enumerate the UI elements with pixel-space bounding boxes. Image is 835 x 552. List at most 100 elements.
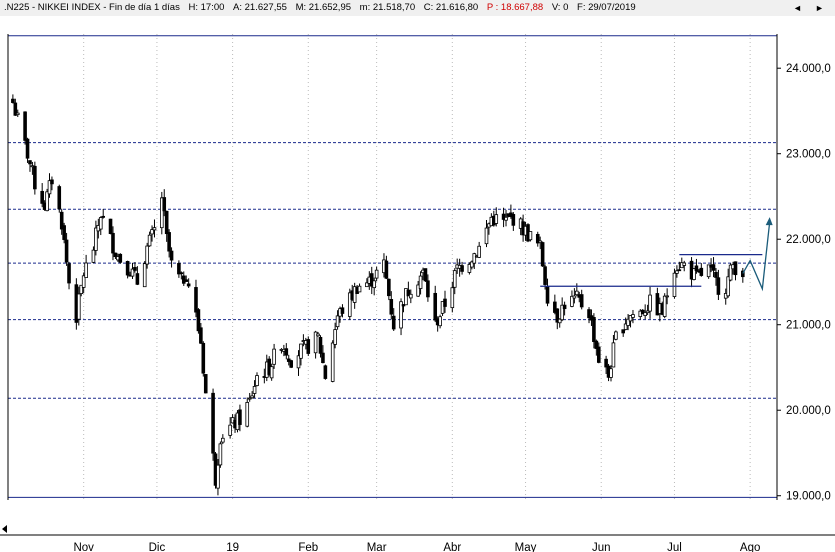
candle-body (631, 314, 635, 318)
candle-body (67, 263, 71, 284)
candle-body (426, 280, 430, 298)
scroll-marker-icon[interactable] (2, 525, 7, 533)
candle-body (64, 239, 69, 263)
open-value: A: 21.627,55 (233, 2, 287, 13)
candle-body (169, 250, 174, 261)
candle-body (511, 214, 516, 226)
candle-body (699, 267, 704, 276)
candle-body (84, 262, 88, 278)
candle-body (335, 315, 340, 328)
candle-body (501, 213, 506, 220)
candle-body (572, 295, 577, 299)
candle-body (570, 295, 574, 307)
period-value: P : 18.667,88 (486, 2, 544, 13)
candle-body (716, 277, 721, 295)
candle-body (672, 272, 677, 297)
projection-arrow-icon (765, 217, 773, 226)
candle-body (472, 253, 477, 264)
candle-body (159, 197, 164, 229)
candle-body (648, 294, 652, 312)
candle-body (45, 191, 49, 212)
candle-body (147, 234, 152, 247)
candle-body (543, 266, 547, 285)
candle-body (81, 275, 86, 288)
candle-body (221, 437, 225, 443)
x-tick-label: Dic (149, 542, 166, 552)
candle-body (352, 286, 357, 303)
candle-body (111, 232, 115, 254)
candle-body (167, 232, 171, 252)
candle-body (318, 336, 323, 354)
date-value: F: 29/07/2019 (577, 2, 636, 13)
candle-body (592, 317, 596, 343)
x-tick-label: 19 (226, 542, 239, 552)
candle-body (614, 331, 618, 340)
candle-body (741, 270, 745, 278)
candle-body (15, 112, 20, 116)
candle-body (296, 355, 301, 369)
candle-body (384, 260, 389, 279)
y-tick-label: 24.000,0 (786, 63, 831, 75)
scroll-triangle-icon[interactable] (2, 525, 7, 533)
y-tick-label: 20.000,0 (786, 405, 831, 417)
candle-body (340, 307, 345, 314)
candle-body (11, 98, 15, 103)
candle-body (443, 298, 447, 307)
horizontal-levels (8, 35, 777, 498)
candle-body (609, 368, 613, 378)
candle-body (484, 227, 489, 245)
projection-path (742, 222, 771, 292)
price-chart[interactable]: Nov Dic 19 Feb Mar Abr May Jun Jul Ago 19.000,0 20.… (0, 16, 835, 552)
candle-body (733, 261, 738, 276)
candle-body (247, 397, 252, 400)
candle-body (418, 275, 423, 289)
candle-body (416, 284, 420, 297)
candle-body (433, 292, 438, 321)
candle-body (406, 289, 411, 297)
scroll-left-icon[interactable]: ◄ (793, 3, 802, 13)
candle-body (62, 225, 66, 240)
candle-body (108, 218, 113, 235)
scroll-right-icon[interactable]: ► (815, 3, 824, 13)
candle-body (323, 365, 328, 379)
candle-body (203, 374, 208, 394)
candle-body (133, 267, 137, 271)
candle-body (557, 318, 562, 324)
candle-body (628, 315, 633, 322)
candle-body (299, 343, 303, 359)
candle-body (692, 268, 696, 280)
candle-body (626, 318, 630, 326)
candle-body (313, 331, 318, 354)
candle-body (387, 278, 391, 297)
candle-body (316, 333, 320, 337)
candle-body (706, 264, 711, 278)
candle-body (374, 269, 379, 279)
candle-body (662, 295, 667, 317)
candle-body (372, 280, 376, 289)
candle-body (645, 310, 650, 314)
x-tick-label: May (515, 542, 537, 552)
candle-body (528, 231, 533, 241)
candle-body (142, 263, 147, 288)
candle-body (28, 160, 32, 165)
x-tick-label: Feb (298, 542, 318, 552)
candle-body (245, 402, 250, 427)
candle-body (694, 265, 699, 271)
candle-body (59, 211, 64, 230)
candle-body (677, 269, 682, 272)
candle-body (438, 316, 442, 327)
candle-body (196, 309, 201, 332)
candle-body (545, 286, 550, 304)
x-tick-label: Abr (443, 542, 461, 552)
candle-body (145, 245, 149, 265)
candle-body (238, 409, 242, 425)
candle-body (76, 293, 81, 320)
candle-body (477, 245, 481, 258)
candle-body (409, 293, 413, 299)
candle-body (101, 215, 106, 218)
candle-body (640, 309, 645, 315)
x-tick-label: Jun (592, 542, 611, 552)
y-tick-label: 21.000,0 (786, 320, 831, 332)
candle-body (13, 102, 18, 116)
candle-body (553, 301, 557, 313)
